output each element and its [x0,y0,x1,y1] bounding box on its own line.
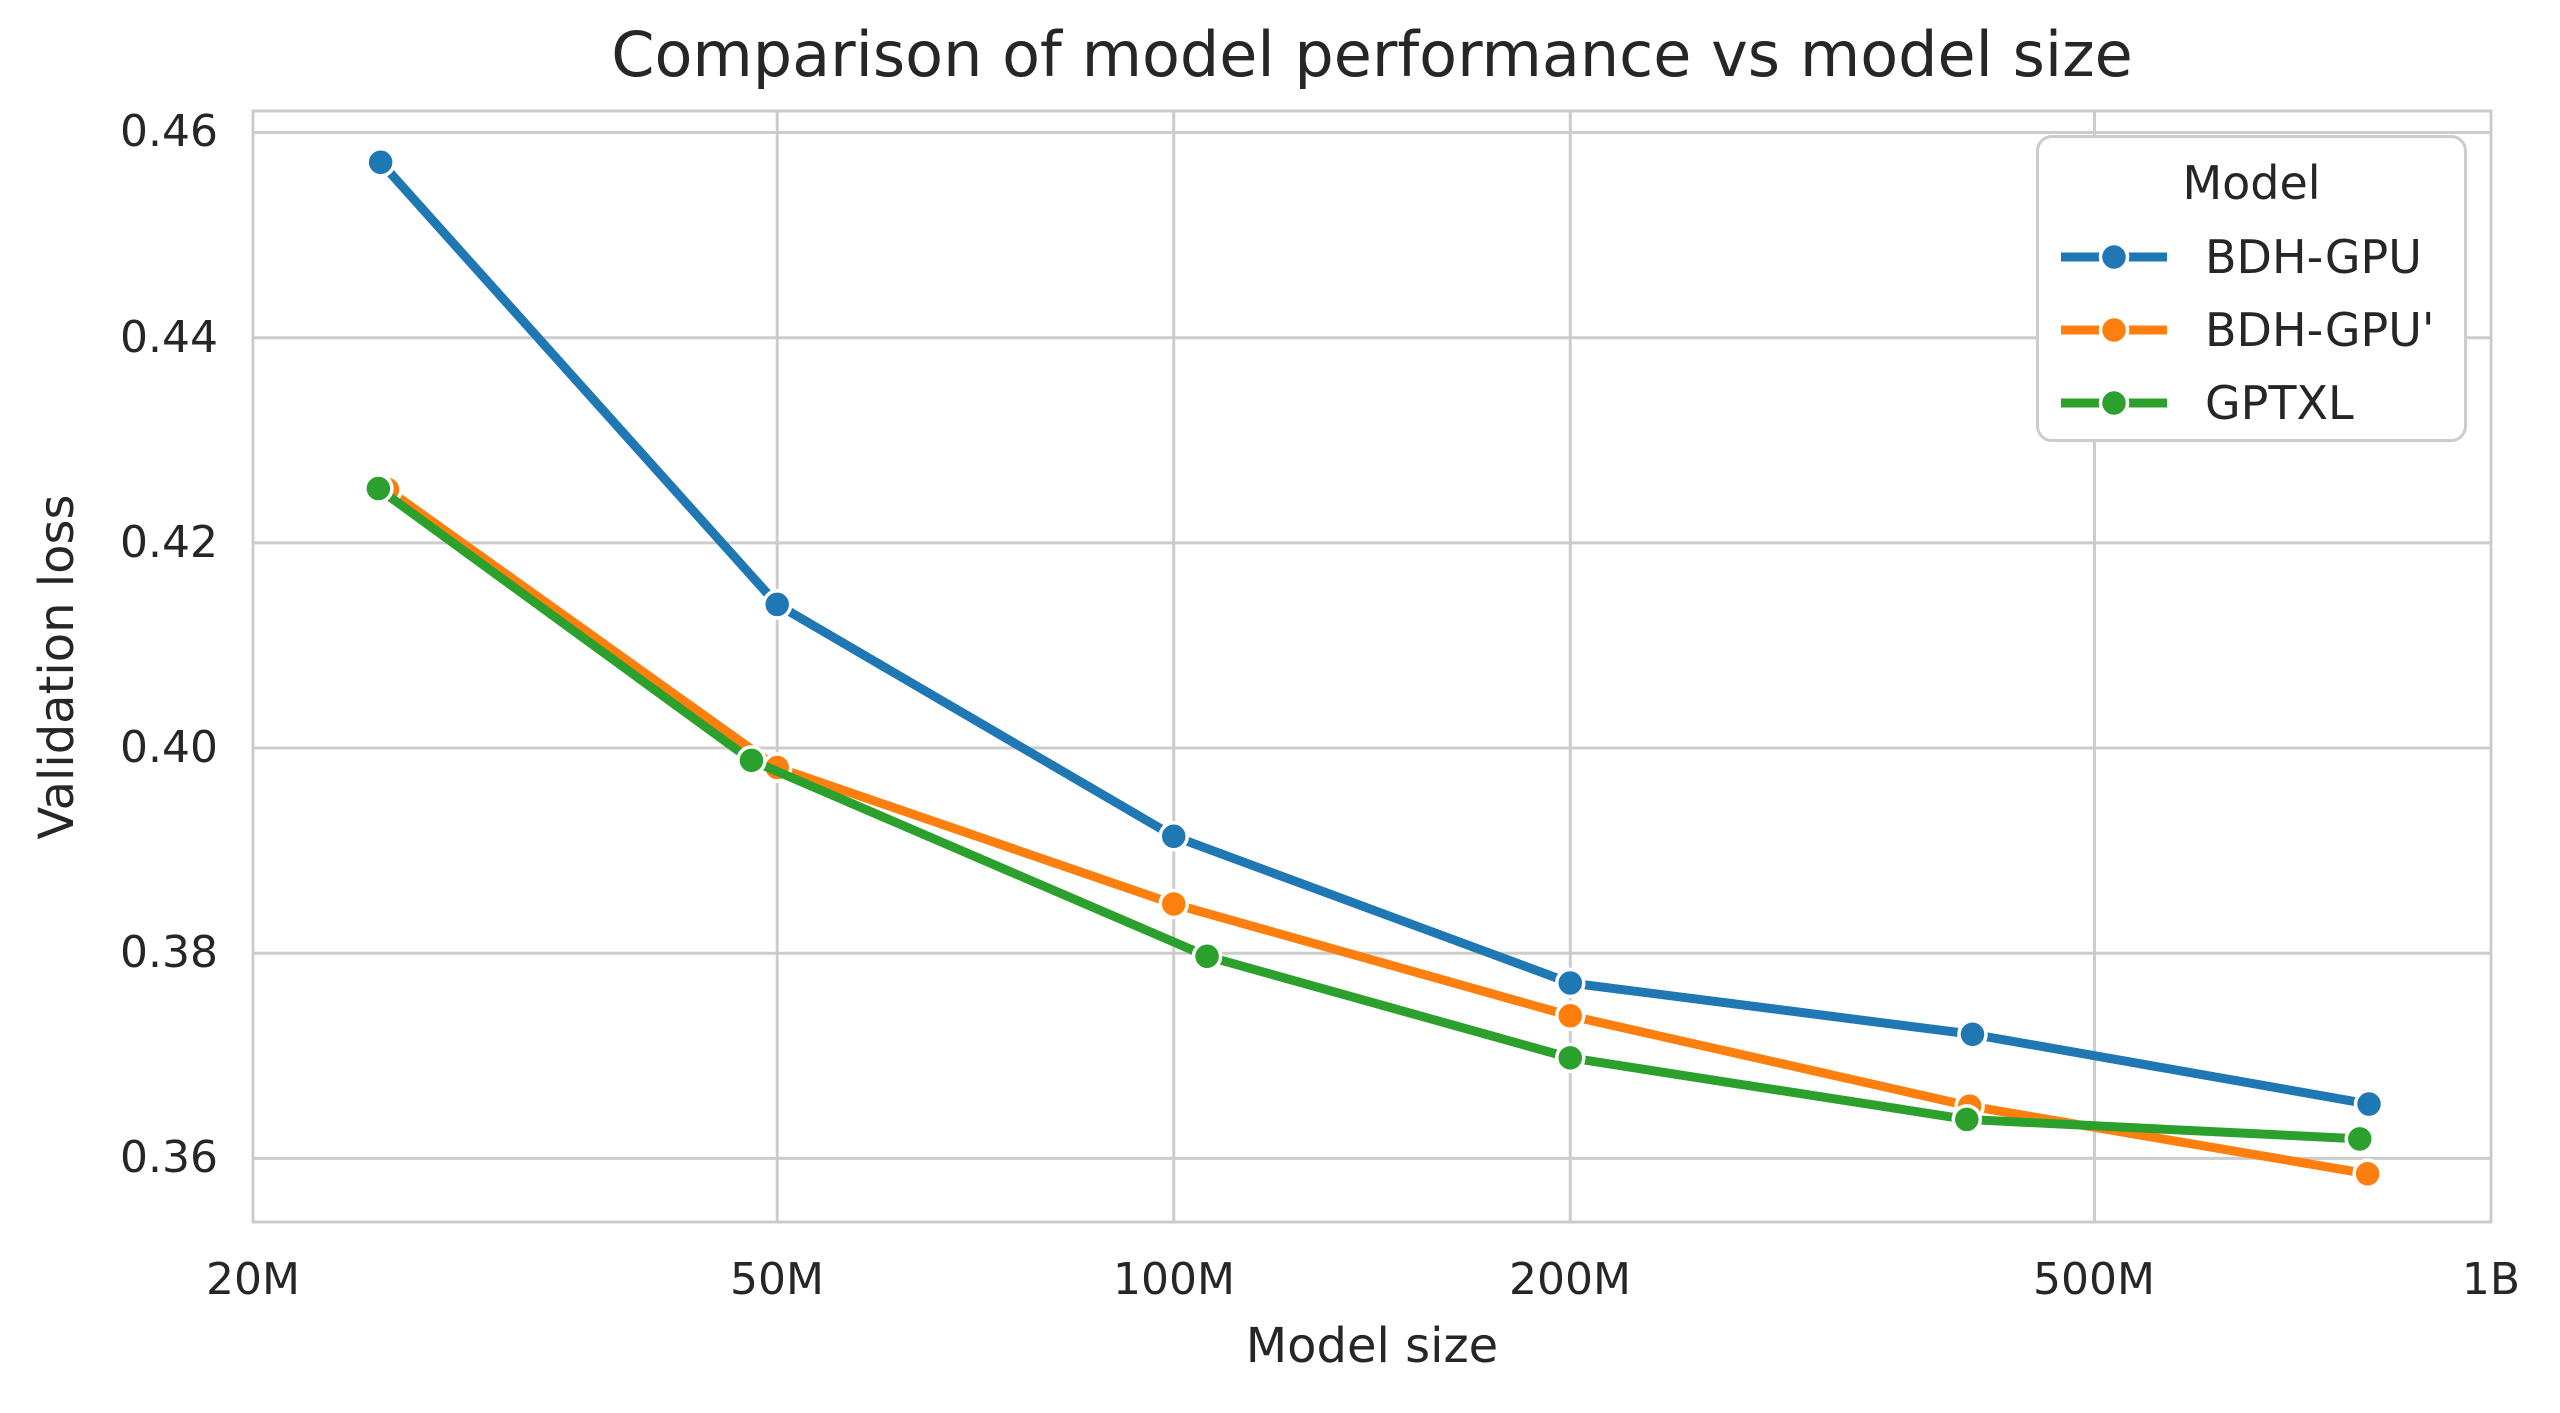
data-point-marker [1951,1104,1983,1135]
data-point-marker [736,745,767,776]
legend-entry-gptxl: GPTXL [2053,366,2450,439]
series-line [375,484,2360,1144]
series-line [384,485,2369,1179]
data-point-marker [365,147,396,178]
chart-title: Comparison of model performance vs model… [611,18,2133,91]
data-point-marker [761,589,793,620]
data-point-marker [1555,1042,1586,1074]
x-tick-label: 20M [206,1254,300,1305]
data-point-marker [1158,888,1189,920]
x-axis-label: Model size [1245,1318,1499,1374]
data-point-marker [2344,1123,2376,1155]
legend-title: Model [2182,156,2321,210]
data-point-marker [2353,1088,2385,1120]
legend-entry-bdh-gpu-prime: BDH-GPU' [2053,293,2450,366]
x-tick-label: 500M [2033,1254,2155,1305]
data-point-marker [1957,1019,1988,1050]
x-tick-label: 200M [1509,1254,1631,1305]
x-tick-label: 50M [730,1254,824,1305]
legend-entry-bdh-gpu: BDH-GPU [2053,220,2450,293]
data-point-marker [1555,967,1586,999]
data-point-marker [363,473,394,504]
line-marker-icon [2061,314,2167,345]
plot-border [251,109,2493,1224]
x-tick-label: 1B [2461,1254,2521,1305]
y-tick-label: 0.46 [120,106,218,157]
y-tick-label: 0.44 [120,312,218,363]
data-point-marker [1555,1000,1586,1032]
data-point-marker [2352,1158,2383,1190]
legend-label: BDH-GPU [2205,229,2422,284]
data-point-marker [1191,941,1223,972]
legend-label: BDH-GPU' [2205,302,2435,357]
y-tick-label: 0.36 [120,1132,218,1183]
y-tick-label: 0.40 [120,722,218,773]
legend: Model BDH-GPU BDH-GPU' GPTXL [2036,135,2467,442]
series-line [377,159,2370,1109]
legend-label: GPTXL [2205,375,2354,430]
data-point-marker [1158,821,1189,852]
x-tick-label: 100M [1113,1254,1235,1305]
y-tick-label: 0.38 [120,927,218,978]
line-marker-icon [2061,387,2167,418]
y-tick-label: 0.42 [120,517,218,568]
line-marker-icon [2061,241,2167,272]
